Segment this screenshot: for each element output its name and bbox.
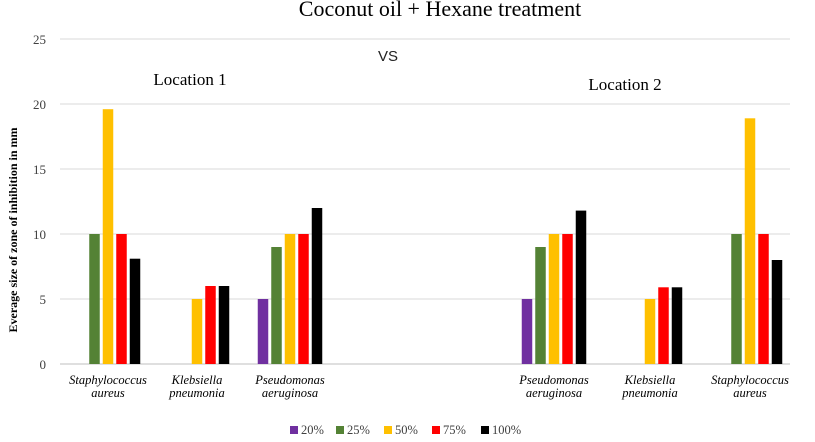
bar-100pct-cat6 xyxy=(671,287,683,364)
category-label: Pseudomonas xyxy=(254,373,325,387)
legend-label-50pct: 50% xyxy=(395,423,418,437)
y-tick-label: 20 xyxy=(33,97,46,112)
bar-100pct-cat5 xyxy=(575,210,587,364)
bar-75pct-cat3 xyxy=(298,234,309,364)
category-label: pneumonia xyxy=(621,386,678,400)
bar-20pct-cat3 xyxy=(257,299,269,364)
legend-swatch-50pct xyxy=(384,426,392,434)
annotation-location-2: Location 2 xyxy=(588,75,661,94)
category-label: aureus xyxy=(733,386,767,400)
bar-75pct-cat1 xyxy=(116,234,127,364)
legend-swatch-100pct xyxy=(481,426,489,434)
y-tick-label: 5 xyxy=(40,292,47,307)
legend-swatch-25pct xyxy=(336,426,344,434)
bar-20pct-cat5 xyxy=(521,299,533,364)
bar-100pct-cat3 xyxy=(311,208,323,364)
bar-50pct-cat7 xyxy=(744,118,756,364)
bar-50pct-cat3 xyxy=(284,234,296,364)
category-label: aeruginosa xyxy=(262,386,318,400)
legend-label-20pct: 20% xyxy=(301,423,324,437)
category-label: Klebsiella xyxy=(624,373,676,387)
bar-75pct-cat6 xyxy=(658,287,669,364)
bar-25pct-cat7 xyxy=(731,234,742,364)
legend: 20% 25% 50% 75% 100% xyxy=(290,423,521,437)
plot-area: 0510152025StaphylococcusaureusKlebsiella… xyxy=(33,32,790,400)
bar-25pct-cat3 xyxy=(271,247,282,364)
y-tick-label: 25 xyxy=(33,32,46,47)
annotation-vs: VS xyxy=(378,48,398,65)
chart-title: Coconut oil + Hexane treatment xyxy=(299,0,581,21)
bar-25pct-cat5 xyxy=(535,247,546,364)
y-tick-label: 10 xyxy=(33,227,46,242)
category-label: Klebsiella xyxy=(171,373,223,387)
bar-50pct-cat5 xyxy=(548,234,560,364)
legend-label-25pct: 25% xyxy=(347,423,370,437)
category-label: aureus xyxy=(91,386,125,400)
legend-swatch-75pct xyxy=(432,426,440,434)
bar-100pct-cat7 xyxy=(771,260,783,364)
bar-50pct-cat2 xyxy=(191,299,203,364)
y-axis-label: Everage size of zone of inhibition in mm xyxy=(6,128,20,333)
bar-75pct-cat7 xyxy=(758,234,769,364)
legend-swatch-20pct xyxy=(290,426,298,434)
bar-50pct-cat1 xyxy=(102,109,114,364)
category-label: Staphylococcus xyxy=(711,373,789,387)
category-label: Pseudomonas xyxy=(518,373,589,387)
bar-100pct-cat2 xyxy=(218,286,230,364)
category-label: aeruginosa xyxy=(526,386,582,400)
bar-100pct-cat1 xyxy=(129,258,141,364)
bar-25pct-cat1 xyxy=(89,234,100,364)
bar-75pct-cat2 xyxy=(205,286,216,364)
category-label: pneumonia xyxy=(168,386,225,400)
legend-label-100pct: 100% xyxy=(492,423,521,437)
y-tick-label: 0 xyxy=(40,357,47,372)
legend-label-75pct: 75% xyxy=(443,423,466,437)
y-tick-label: 15 xyxy=(33,162,46,177)
bar-75pct-cat5 xyxy=(562,234,573,364)
category-label: Staphylococcus xyxy=(69,373,147,387)
bar-50pct-cat6 xyxy=(644,299,656,364)
annotation-location-1: Location 1 xyxy=(153,70,226,89)
